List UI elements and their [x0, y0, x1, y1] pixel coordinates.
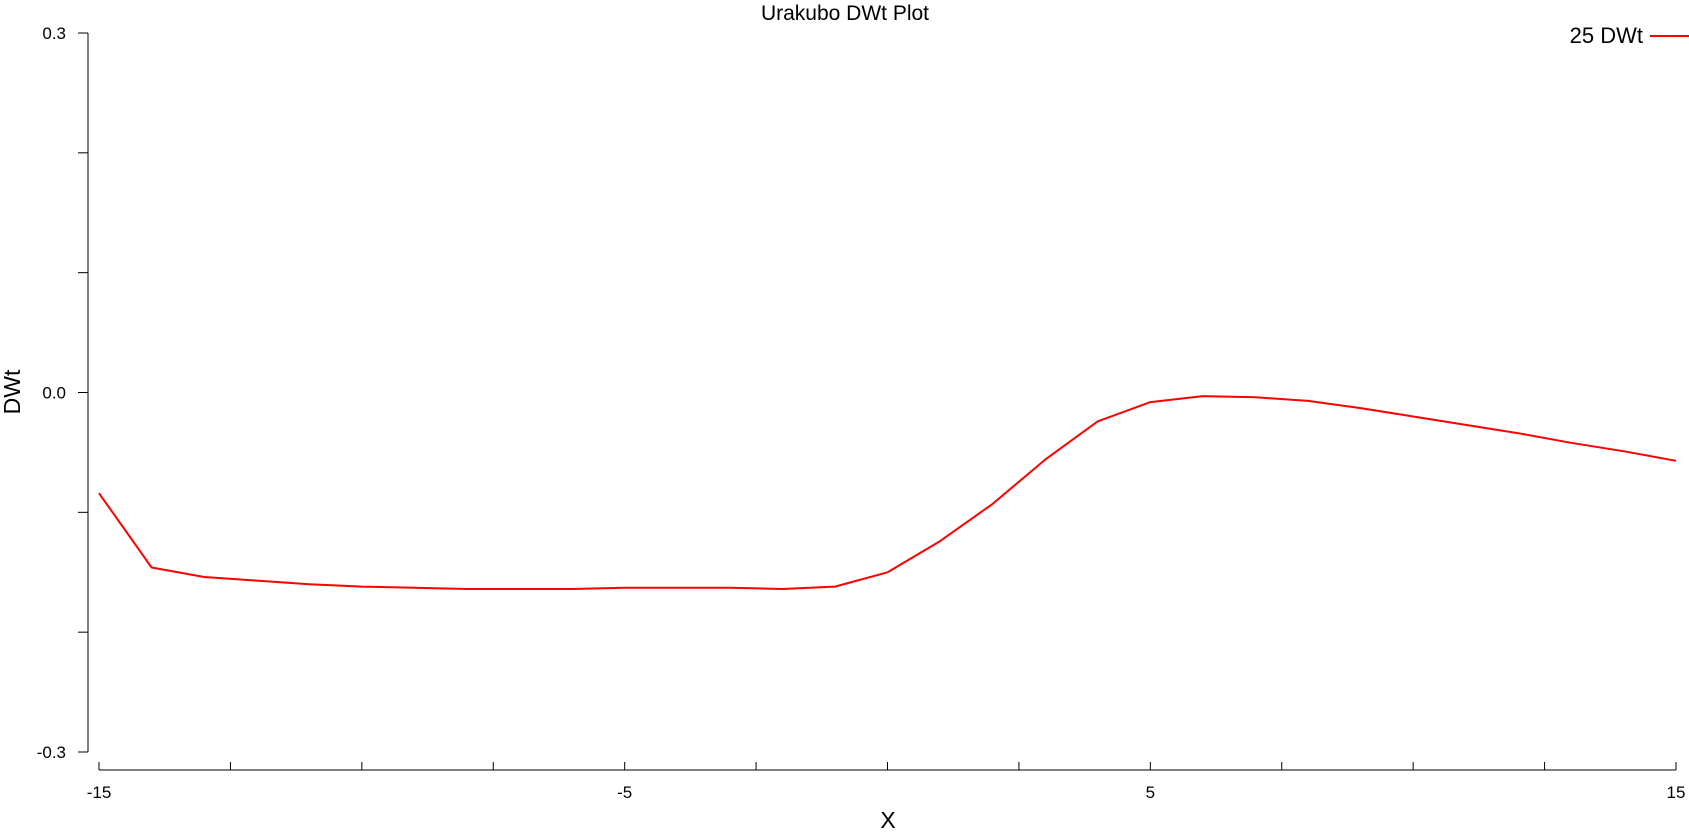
x-axis-title: X: [880, 807, 895, 833]
y-axis-title: DWt: [0, 369, 25, 414]
series-layer: [98, 395, 1677, 590]
x-ticks: -15 -5 5 15: [87, 762, 1686, 802]
x-tick-label: -15: [87, 783, 112, 802]
legend: 25 DWt: [1570, 23, 1689, 48]
y-tick-label: 0.3: [42, 24, 66, 43]
series-line: [98, 395, 1677, 590]
x-tick-label: 15: [1667, 783, 1686, 802]
x-tick-label: 5: [1146, 783, 1155, 802]
legend-label: 25 DWt: [1570, 23, 1643, 48]
chart-title: Urakubo DWt Plot: [761, 2, 929, 25]
y-tick-label: -0.3: [37, 743, 66, 762]
y-tick-label: 0.0: [42, 384, 66, 403]
y-ticks: 0.3 0.0 -0.3: [37, 24, 88, 762]
x-tick-label: -5: [617, 783, 632, 802]
